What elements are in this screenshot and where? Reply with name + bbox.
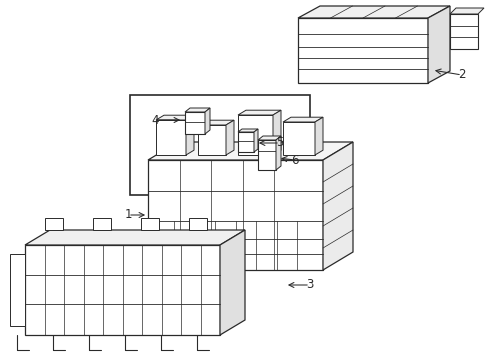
Polygon shape — [189, 218, 207, 230]
Polygon shape — [45, 218, 63, 230]
Polygon shape — [238, 110, 281, 115]
Polygon shape — [315, 117, 323, 155]
Polygon shape — [186, 115, 194, 155]
Text: 3: 3 — [306, 279, 314, 292]
Text: 6: 6 — [291, 153, 299, 166]
Polygon shape — [148, 160, 323, 270]
Bar — [130, 95, 310, 195]
Polygon shape — [238, 129, 258, 132]
Polygon shape — [185, 112, 205, 134]
Polygon shape — [298, 6, 450, 18]
Polygon shape — [283, 122, 315, 155]
Polygon shape — [198, 120, 234, 125]
Polygon shape — [238, 115, 273, 155]
Polygon shape — [428, 6, 450, 83]
Polygon shape — [258, 140, 276, 170]
Text: 2: 2 — [458, 68, 466, 81]
Polygon shape — [276, 136, 281, 170]
Polygon shape — [148, 142, 353, 160]
Polygon shape — [450, 8, 484, 14]
Text: 5: 5 — [276, 136, 284, 149]
Polygon shape — [25, 230, 245, 245]
Polygon shape — [185, 108, 210, 112]
Polygon shape — [258, 136, 281, 140]
Polygon shape — [25, 245, 220, 335]
Text: 4: 4 — [151, 113, 159, 126]
Polygon shape — [156, 120, 186, 155]
Polygon shape — [198, 125, 226, 155]
Polygon shape — [10, 254, 25, 326]
Polygon shape — [226, 120, 234, 155]
Polygon shape — [205, 108, 210, 134]
Polygon shape — [93, 218, 111, 230]
Polygon shape — [220, 230, 245, 335]
Polygon shape — [238, 132, 254, 152]
Polygon shape — [323, 142, 353, 270]
Polygon shape — [254, 129, 258, 152]
Polygon shape — [141, 218, 159, 230]
Polygon shape — [450, 14, 478, 49]
Polygon shape — [283, 117, 323, 122]
Polygon shape — [298, 18, 428, 83]
Polygon shape — [273, 110, 281, 155]
Polygon shape — [156, 115, 194, 120]
Text: 1: 1 — [124, 208, 132, 221]
